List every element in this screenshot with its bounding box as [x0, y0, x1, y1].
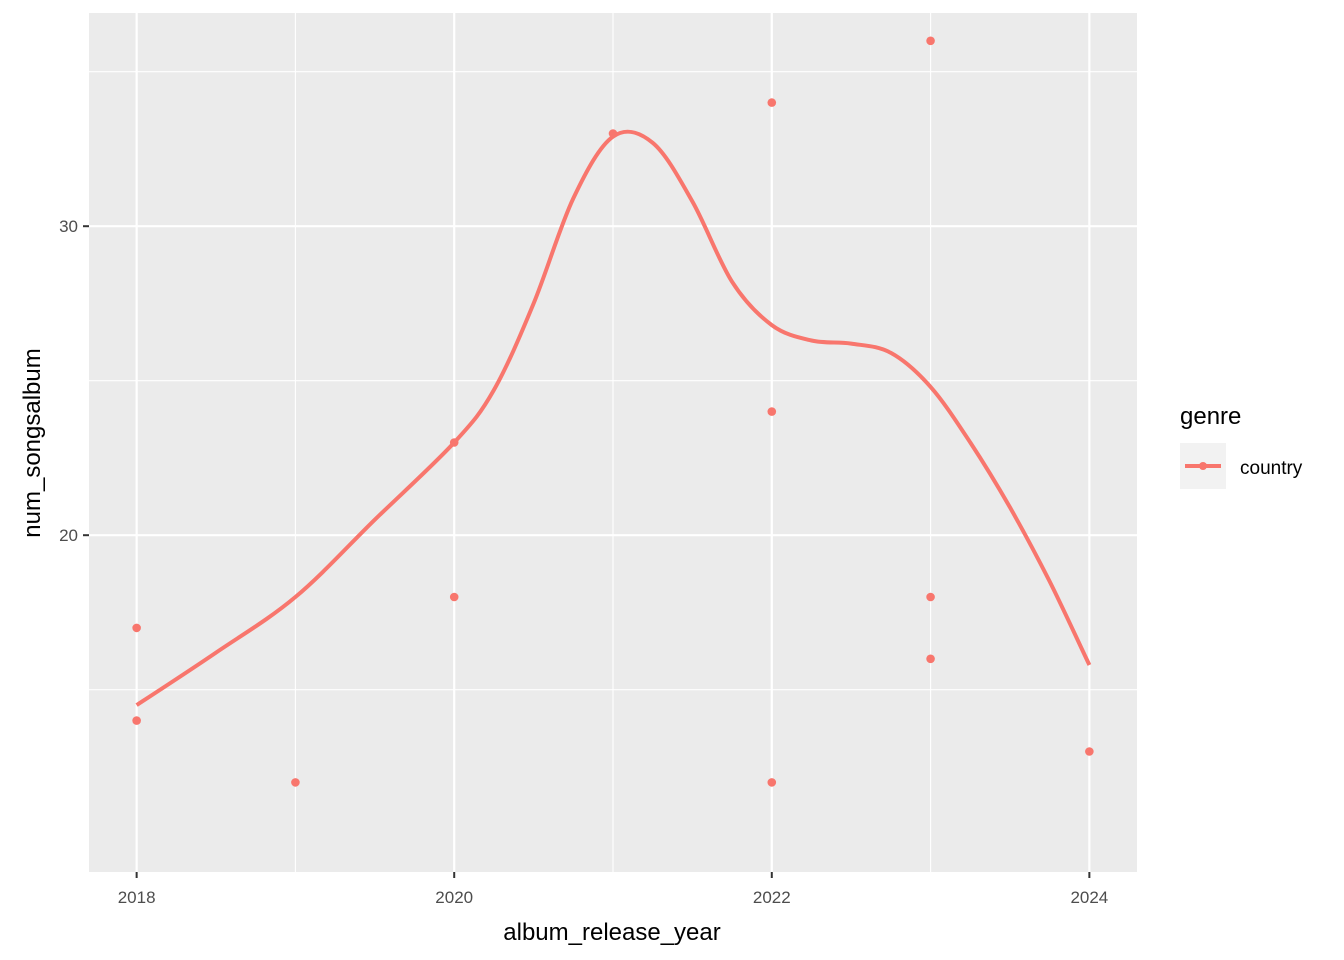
data-point	[449, 592, 459, 602]
smooth-layer	[135, 129, 1092, 707]
data-point	[767, 98, 777, 107]
points-layer	[132, 36, 1094, 787]
minor-gridlines	[89, 13, 1137, 872]
legend-label-country: country	[1240, 458, 1303, 479]
data-point	[926, 654, 935, 664]
x-axis-title: album_release_year	[503, 919, 720, 946]
data-point	[926, 36, 935, 46]
legend-key-point	[1199, 462, 1207, 470]
x-tick-label: 2024	[1070, 888, 1108, 907]
axes-layer: 2018 2020 2022 2024 20 30	[59, 217, 1108, 907]
x-tick-label: 2020	[435, 888, 473, 907]
x-tick-label: 2022	[753, 888, 791, 907]
data-point	[767, 407, 777, 416]
y-tick-label: 30	[59, 217, 78, 236]
data-point	[291, 778, 300, 787]
data-point	[926, 592, 935, 602]
y-axis-title: num_songsalbum	[19, 348, 46, 537]
major-gridlines	[89, 13, 1137, 872]
y-tick-label: 20	[59, 526, 78, 545]
legend-title: genre	[1180, 403, 1241, 430]
data-point	[132, 623, 141, 633]
x-tick-label: 2018	[118, 888, 156, 907]
data-point	[132, 716, 141, 725]
data-point	[449, 438, 459, 447]
data-point	[608, 129, 618, 138]
data-point	[1085, 747, 1094, 756]
data-point	[767, 778, 777, 787]
smooth-line-country	[135, 129, 1092, 707]
legend: genre country	[1180, 403, 1303, 489]
